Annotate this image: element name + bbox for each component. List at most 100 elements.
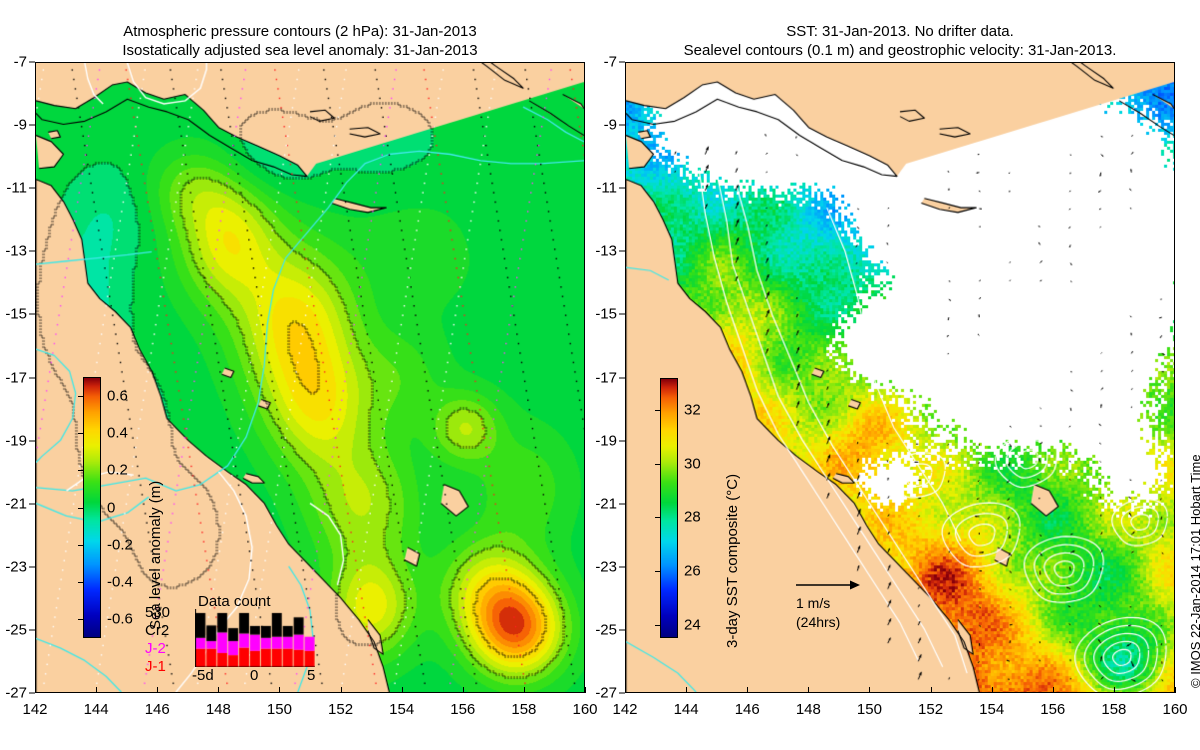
x-tick-mark [930, 687, 932, 693]
y-tick-mark [29, 187, 35, 189]
y-tick-label--21: -21 [595, 495, 617, 513]
x-tick-label-142: 142 [612, 701, 638, 718]
sea-level-anomaly-colorbar [83, 377, 101, 638]
sst-geostrophic-velocity-map[interactable] [625, 62, 1175, 693]
velocity-scale-label-1: 1 m/s [796, 595, 831, 611]
colorbar-tick-label-0.6: 0.6 [107, 387, 128, 405]
x-tick-mark [401, 687, 403, 693]
y-tick-mark [619, 187, 625, 189]
data-count-title: Data count [198, 593, 271, 610]
y-tick-label--25: -25 [5, 621, 27, 639]
x-tick-label-158: 158 [511, 701, 537, 718]
left-title-line-2: Isostatically adjusted sea level anomaly… [122, 42, 478, 59]
y-tick-label--27: -27 [5, 684, 27, 702]
data-count-xlabel-end: 5 [307, 667, 316, 684]
sea-level-colorbar-gradient [84, 378, 100, 637]
x-tick-mark [747, 687, 749, 693]
y-tick-mark [29, 250, 35, 252]
velocity-scale-arrow-icon [796, 580, 860, 590]
x-tick-mark [218, 687, 220, 693]
x-tick-mark [808, 687, 810, 693]
y-tick-mark [29, 313, 35, 315]
x-tick-label-148: 148 [205, 701, 231, 718]
y-tick-mark [619, 629, 625, 631]
left-panel-title: Atmospheric pressure contours (2 hPa): 3… [0, 22, 600, 60]
y-tick-label--15: -15 [595, 305, 617, 323]
colorbar-tick-mark [655, 517, 660, 519]
colorbar-tick-label-26: 26 [684, 562, 701, 580]
x-tick-mark [96, 687, 98, 693]
x-tick-mark [1052, 687, 1054, 693]
left-title-line-1: Atmospheric pressure contours (2 hPa): 3… [123, 23, 477, 40]
colorbar-tick-label-0.2: 0.2 [107, 461, 128, 479]
x-tick-label-154: 154 [979, 701, 1005, 718]
x-tick-mark [157, 687, 159, 693]
data-count-xlabel-mid: 0 [250, 667, 259, 684]
y-tick-mark [619, 313, 625, 315]
x-tick-label-154: 154 [389, 701, 415, 718]
x-tick-label-150: 150 [856, 701, 882, 718]
x-tick-mark [523, 687, 525, 693]
y-tick-label--13: -13 [5, 242, 27, 260]
colorbar-tick-label--0.2: -0.2 [107, 536, 133, 554]
data-count-xlabel-start: -5d [192, 667, 214, 684]
y-tick-mark [29, 377, 35, 378]
y-tick-mark [29, 566, 35, 568]
y-tick-mark [29, 124, 35, 126]
right-title-line-2: Sealevel contours (0.1 m) and geostrophi… [683, 42, 1117, 59]
x-tick-mark [35, 687, 36, 693]
x-tick-label-160: 160 [572, 701, 598, 718]
colorbar-tick-mark [655, 410, 660, 412]
y-tick-mark [619, 124, 625, 126]
y-tick-label--7: -7 [13, 53, 27, 71]
y-tick-label--9: -9 [13, 116, 27, 134]
right-panel-title: SST: 31-Jan-2013. No drifter data. Seale… [600, 22, 1200, 60]
x-tick-mark [991, 687, 993, 693]
sst-colorbar [660, 378, 678, 638]
y-tick-mark [29, 61, 35, 63]
x-tick-label-152: 152 [918, 701, 944, 718]
x-tick-mark [1113, 687, 1115, 693]
velocity-scale-key: 1 m/s (24hrs) [796, 578, 866, 630]
colorbar-tick-label-30: 30 [684, 455, 701, 473]
y-tick-label--19: -19 [595, 432, 617, 450]
colorbar-tick-mark [78, 507, 83, 509]
y-tick-label--13: -13 [595, 242, 617, 260]
colorbar-tick-label-32: 32 [684, 401, 701, 419]
y-tick-label--17: -17 [5, 369, 27, 386]
y-tick-label--25: -25 [595, 621, 617, 639]
y-tick-label--11: -11 [596, 179, 617, 197]
colorbar-tick-mark [78, 395, 83, 397]
y-tick-mark [619, 566, 625, 568]
x-tick-mark [340, 687, 342, 693]
x-tick-mark [869, 687, 871, 693]
y-tick-mark [29, 629, 35, 631]
data-count-legend-j1: J-1 [145, 658, 166, 675]
x-tick-label-156: 156 [1040, 701, 1066, 718]
y-tick-label--7: -7 [603, 53, 617, 71]
colorbar-tick-mark [78, 619, 83, 621]
colorbar-tick-label-0.4: 0.4 [107, 424, 128, 442]
x-tick-mark [625, 687, 626, 693]
x-tick-mark [1175, 687, 1176, 693]
x-tick-label-142: 142 [22, 701, 48, 718]
colorbar-tick-mark [655, 570, 660, 572]
sst-canvas [626, 63, 1174, 692]
y-tick-mark [619, 503, 625, 505]
colorbar-tick-label-0: 0 [107, 499, 116, 516]
y-tick-label--23: -23 [5, 558, 27, 576]
y-tick-mark [619, 440, 625, 442]
y-tick-label--23: -23 [595, 558, 617, 576]
y-tick-label--21: -21 [5, 495, 27, 513]
y-tick-label--9: -9 [603, 116, 617, 134]
y-tick-mark [619, 377, 625, 378]
colorbar-tick-label--0.6: -0.6 [107, 610, 133, 628]
y-tick-mark [619, 692, 625, 694]
colorbar-tick-label--0.4: -0.4 [107, 573, 133, 591]
colorbar-tick-label-24: 24 [684, 616, 701, 634]
y-tick-mark [29, 503, 35, 505]
left-panel: Atmospheric pressure contours (2 hPa): 3… [0, 22, 600, 718]
sea-level-anomaly-map[interactable] [35, 62, 585, 693]
x-tick-label-146: 146 [144, 701, 170, 718]
copyright-credit: © IMOS 22-Jan-2014 17:01 Hobart Time [1188, 454, 1200, 688]
